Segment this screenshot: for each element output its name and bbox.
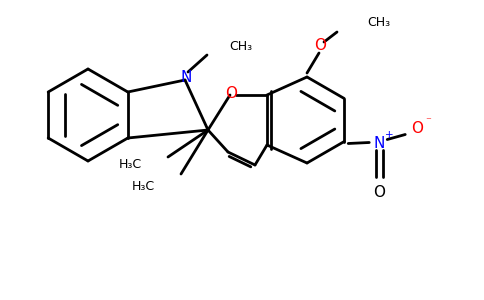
Text: ⁻: ⁻ [425, 116, 431, 127]
Text: H₃C: H₃C [132, 181, 155, 194]
Text: N: N [181, 70, 192, 86]
Text: H₃C: H₃C [119, 158, 142, 170]
Text: O: O [314, 38, 326, 53]
Text: O: O [411, 121, 423, 136]
Text: CH₃: CH₃ [367, 16, 390, 28]
Text: CH₃: CH₃ [229, 40, 252, 53]
Text: O: O [373, 185, 385, 200]
Text: N: N [374, 136, 385, 151]
Text: +: + [385, 130, 393, 140]
Text: O: O [225, 85, 237, 100]
